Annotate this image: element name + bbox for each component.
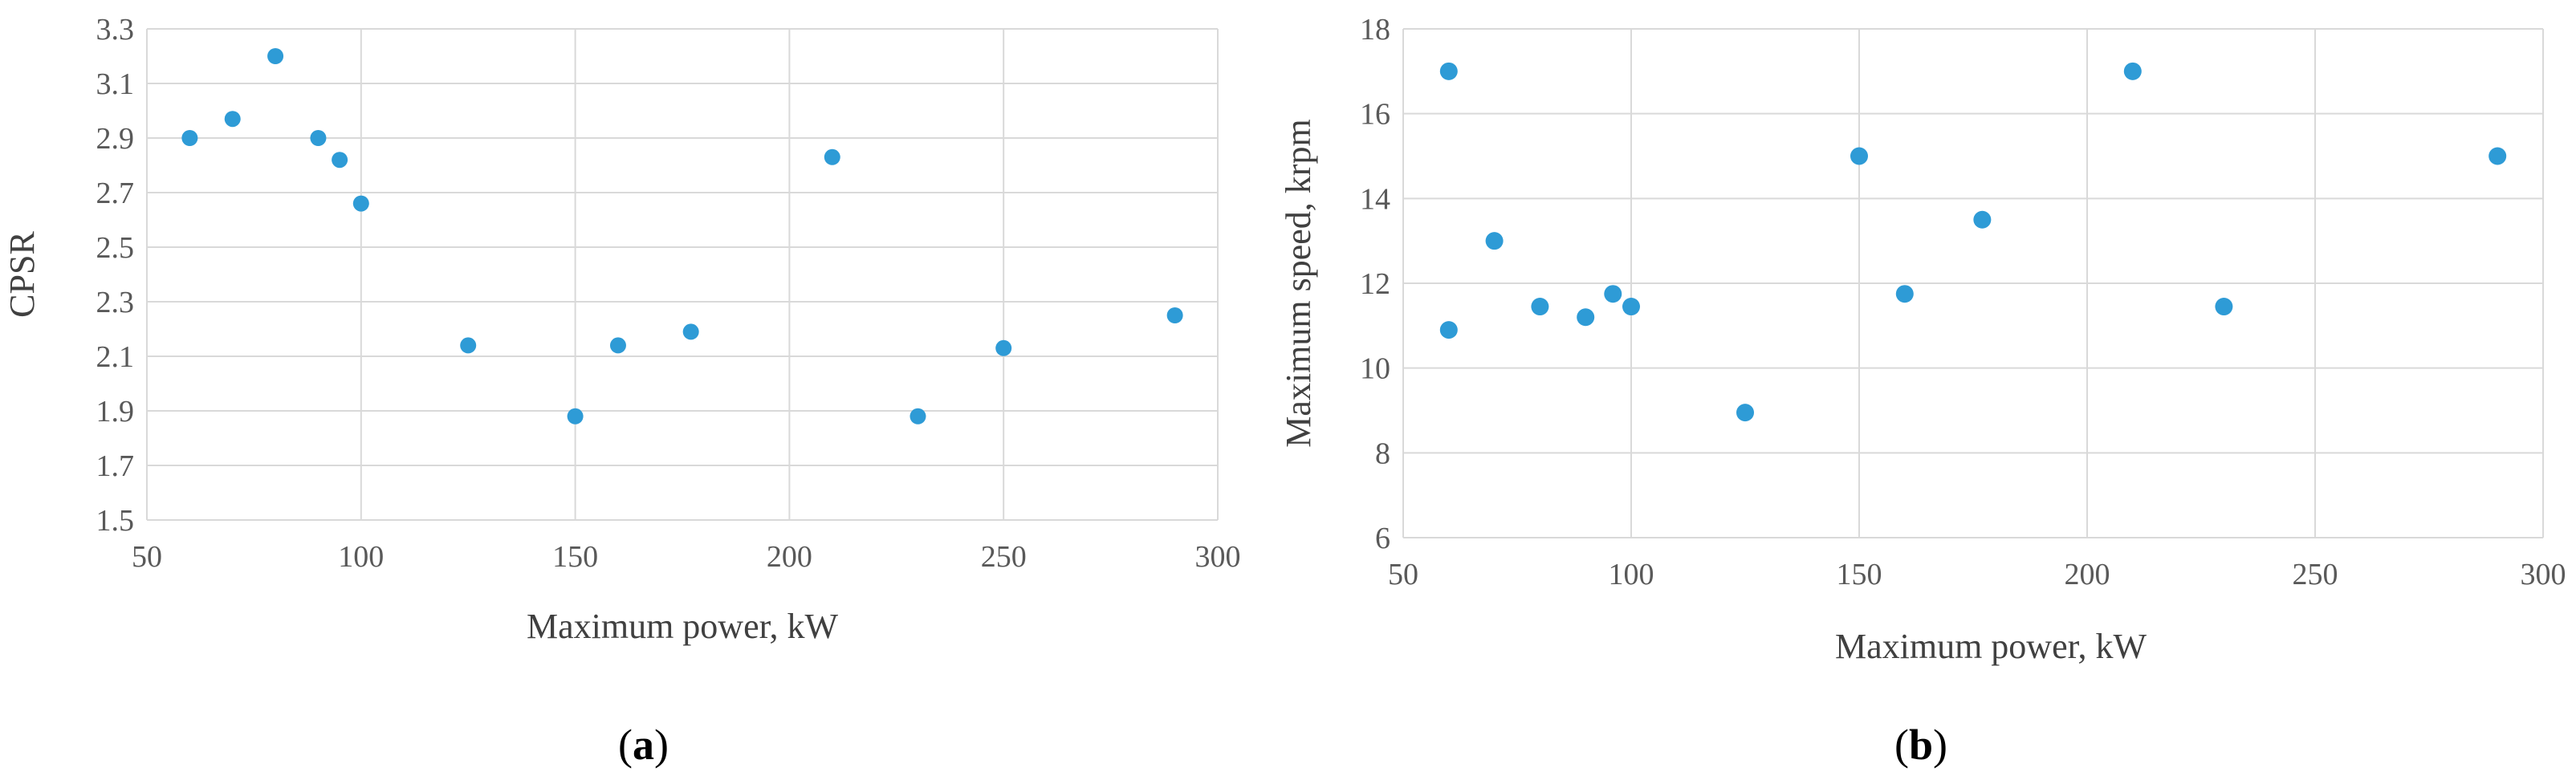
chart-a-data-point xyxy=(567,408,584,425)
chart-a-x-tick-label: 150 xyxy=(552,540,598,574)
chart-b-data-point xyxy=(1604,285,1622,303)
chart-b-x-tick-label: 100 xyxy=(1609,558,1654,591)
chart-b-y-axis-title: Maximum speed, krpm xyxy=(1279,119,1318,447)
chart-a-data-point xyxy=(181,130,198,146)
chart-b-data-point xyxy=(1531,298,1549,316)
chart-b-data-point xyxy=(2489,147,2507,165)
chart-b-speed-vs-power: 50 100 150 200 250 300 6 8 10 12 14 16 18 Maximum pow… xyxy=(1279,13,2566,769)
chart-a-y-tick-label: 3.1 xyxy=(96,67,135,101)
chart-b-data-point xyxy=(1622,298,1640,316)
chart-a-data-point xyxy=(824,148,840,165)
chart-b-data-point xyxy=(1736,404,1754,422)
chart-a-y-tick-label: 2.9 xyxy=(96,122,135,156)
chart-b-y-tick-label: 10 xyxy=(1360,352,1390,386)
chart-a-data-point xyxy=(267,48,284,64)
chart-b-data-point xyxy=(1439,321,1458,339)
chart-a-x-tick-label: 200 xyxy=(767,540,812,574)
chart-b-y-tick-label: 18 xyxy=(1360,13,1390,47)
chart-b-data-point xyxy=(2215,298,2233,316)
chart-a-x-tick-label: 50 xyxy=(132,540,162,574)
chart-a-y-axis-title: CPSR xyxy=(2,231,42,318)
chart-a-data-point xyxy=(352,195,369,212)
chart-a-data-point xyxy=(995,339,1012,356)
chart-b-data-point xyxy=(1895,285,1914,303)
chart-b-y-tick-label: 12 xyxy=(1360,267,1390,301)
chart-b-x-tick-label: 150 xyxy=(1837,558,1882,591)
chart-a-y-tick-label: 1.5 xyxy=(96,504,135,538)
chart-b-y-tick-label: 16 xyxy=(1360,98,1390,132)
chart-a-y-tick-label: 1.7 xyxy=(96,449,135,483)
chart-b-x-tick-label: 50 xyxy=(1388,558,1418,591)
chart-a-x-tick-label: 100 xyxy=(338,540,384,574)
chart-a-data-point xyxy=(910,408,926,425)
chart-a-x-tick-label: 250 xyxy=(981,540,1027,574)
chart-b-data-point xyxy=(2123,62,2142,80)
chart-a-data-point xyxy=(224,111,241,128)
chart-a-data-point xyxy=(682,323,699,340)
chart-a-y-tick-label: 2.7 xyxy=(96,177,135,210)
chart-a-data-point xyxy=(460,337,477,354)
chart-b-x-tick-label: 250 xyxy=(2293,558,2338,591)
chart-b-x-tick-label: 300 xyxy=(2521,558,2566,591)
chart-a-data-point xyxy=(1166,307,1183,323)
chart-a-y-tick-label: 1.9 xyxy=(96,395,135,429)
chart-b-data-point xyxy=(1485,232,1504,250)
chart-b-y-tick-label: 14 xyxy=(1360,182,1390,216)
chart-b-data-point xyxy=(1850,147,1868,165)
chart-a-y-tick-label: 2.1 xyxy=(96,340,135,374)
chart-a-data-point xyxy=(332,152,348,169)
chart-b-data-point xyxy=(1973,210,1992,229)
chart-b-data-point xyxy=(1577,308,1595,327)
chart-b-x-tick-label: 200 xyxy=(2065,558,2110,591)
chart-a-cpsr-vs-power: 50 100 150 200 250 300 1.5 1.7 1.9 2.1 2.3 2.5 2.7 2.… xyxy=(2,13,1241,769)
chart-b-data-point xyxy=(1439,62,1458,80)
chart-a-x-tick-label: 300 xyxy=(1195,540,1241,574)
chart-a-panel-label: (a) xyxy=(618,721,669,769)
chart-b-panel-label: (b) xyxy=(1894,721,1947,769)
chart-a-data-point xyxy=(609,337,626,354)
chart-b-y-tick-label: 6 xyxy=(1375,522,1390,555)
chart-a-y-tick-label: 3.3 xyxy=(96,13,135,47)
chart-a-y-tick-label: 2.5 xyxy=(96,231,135,265)
chart-a-y-tick-label: 2.3 xyxy=(96,286,135,319)
chart-b-y-tick-label: 8 xyxy=(1375,437,1390,470)
chart-a-x-axis-title: Maximum power, kW xyxy=(527,607,839,646)
chart-b-x-axis-title: Maximum power, kW xyxy=(1835,627,2147,666)
chart-a-data-point xyxy=(310,130,327,146)
